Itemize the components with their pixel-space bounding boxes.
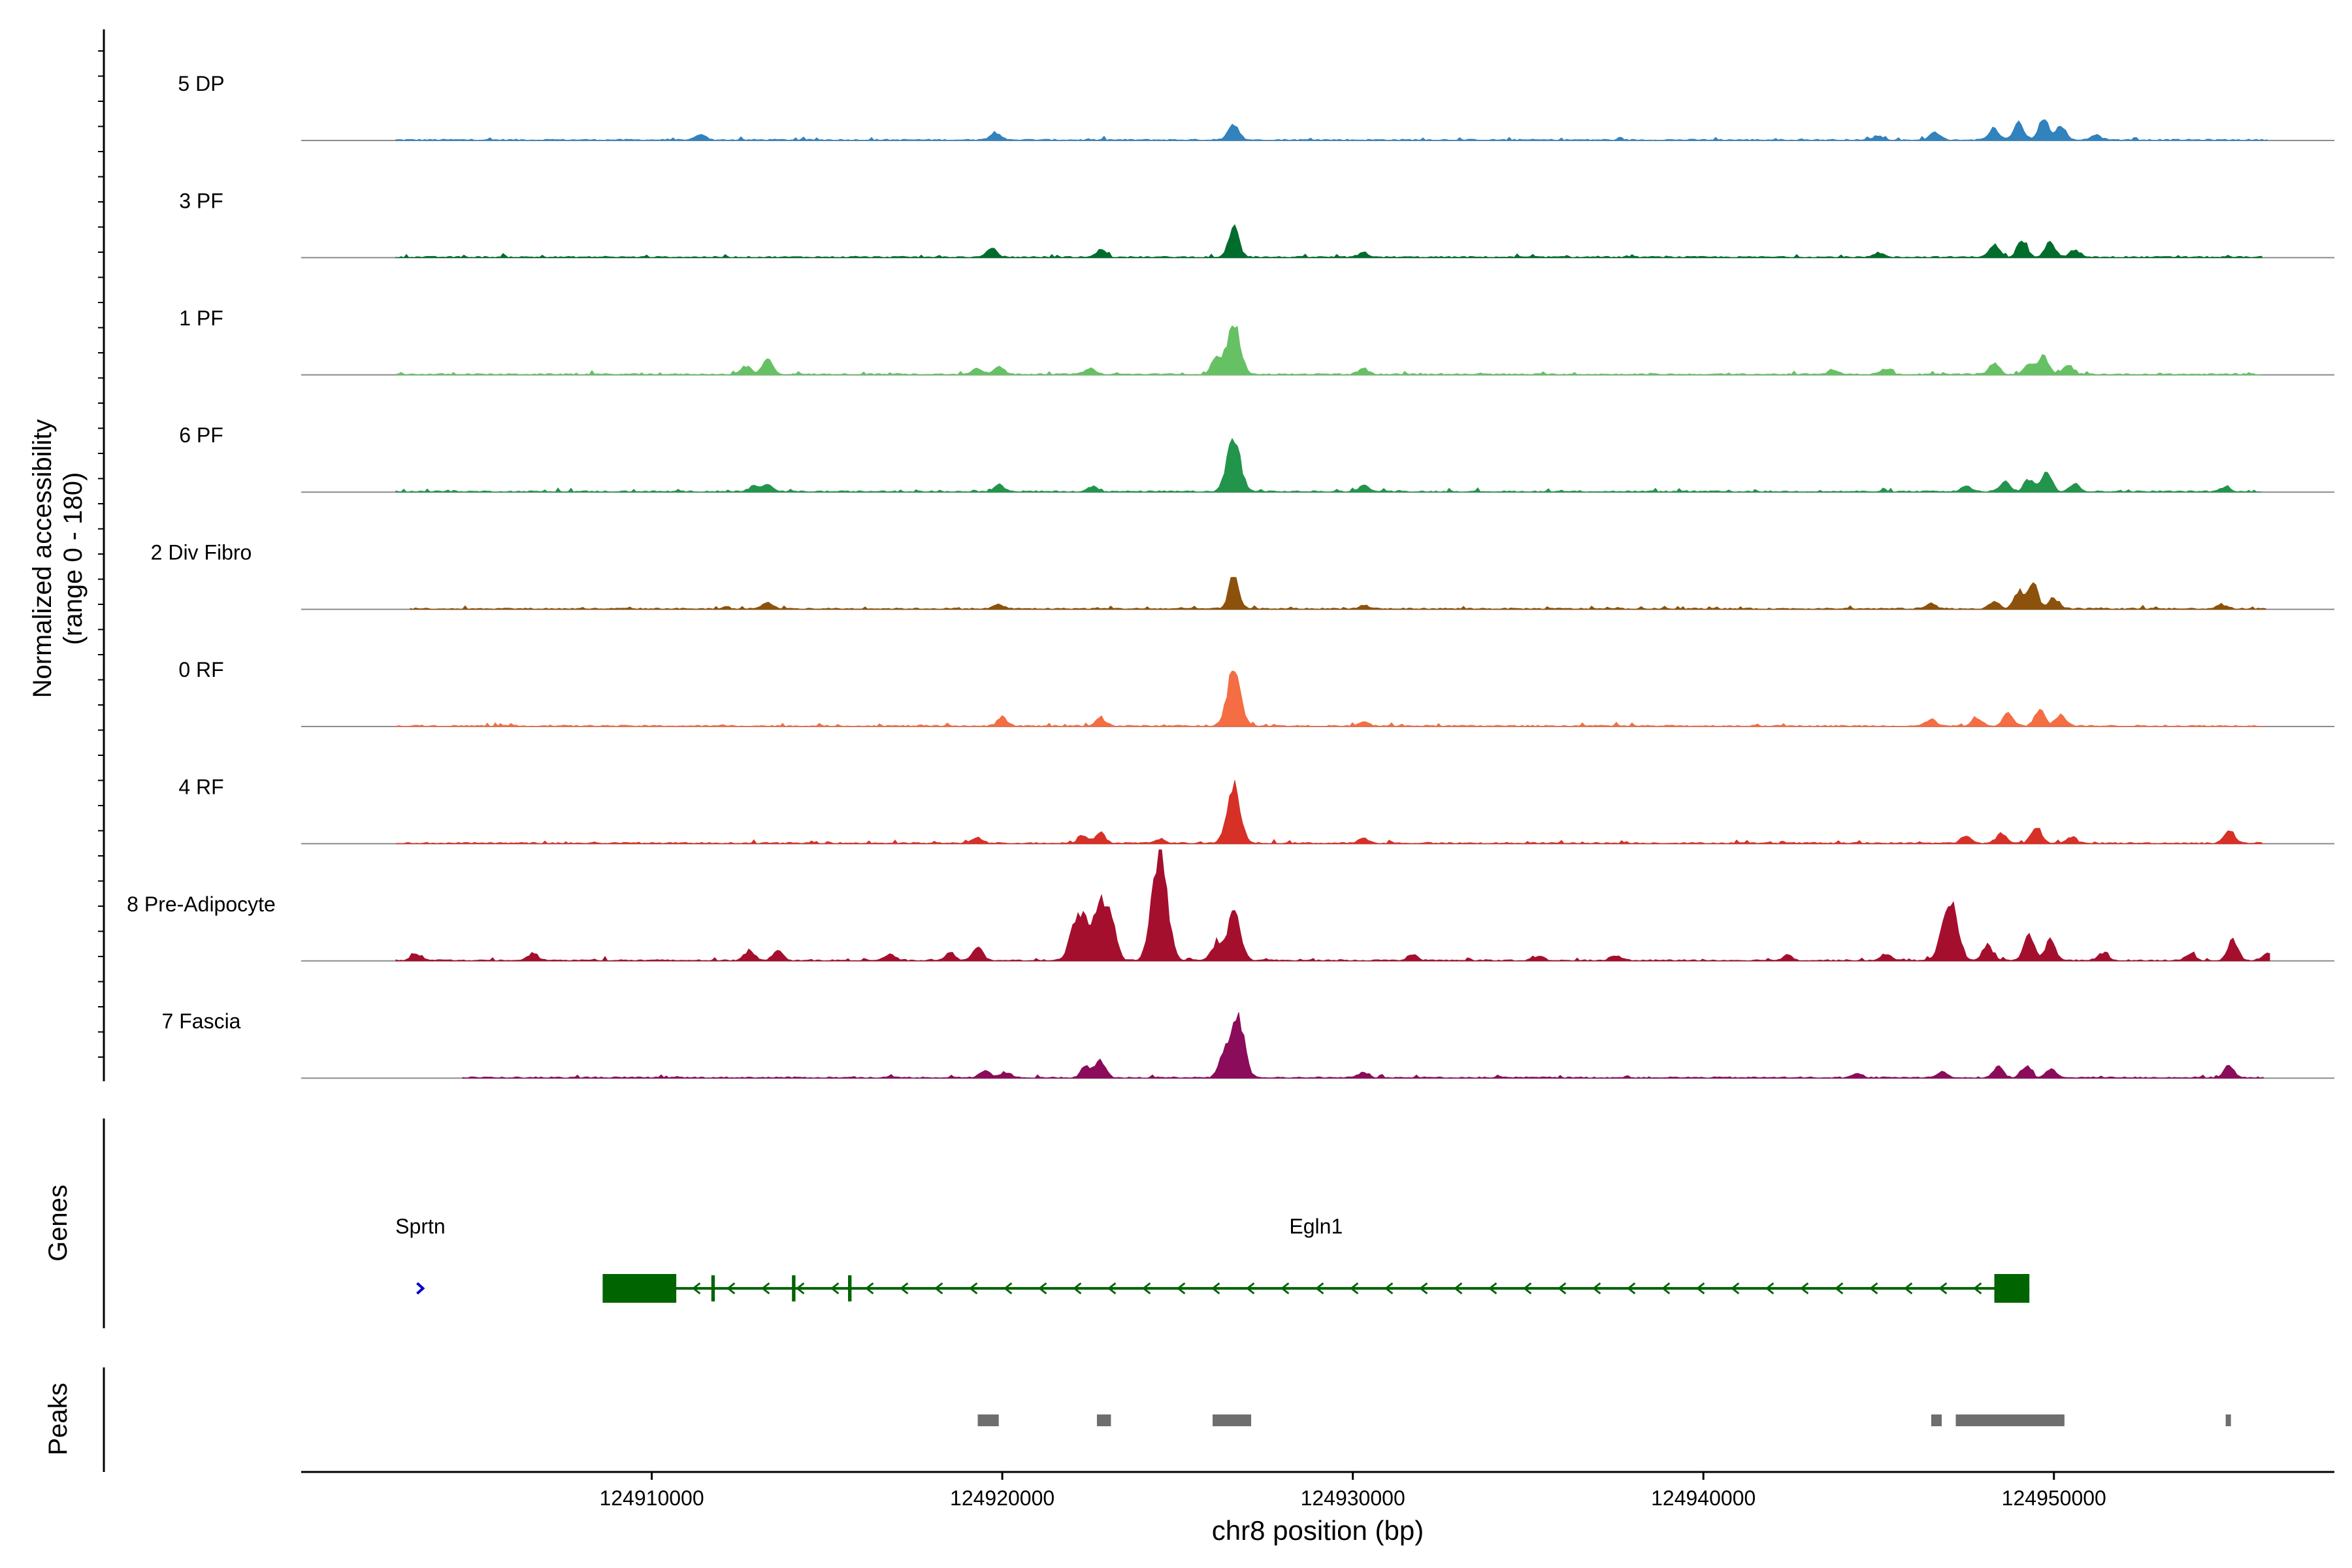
gene-strand-arrow (1107, 1282, 1117, 1295)
coverage-area (395, 438, 2262, 493)
gene-strand-arrow (1592, 1282, 1601, 1295)
x-tick-label: 124940000 (1651, 1486, 1756, 1510)
track-label: 0 RF (178, 658, 223, 681)
gene-strand-arrow (1488, 1282, 1497, 1295)
gene-strand-arrow (1765, 1282, 1774, 1295)
gene-strand-arrow (1246, 1282, 1255, 1295)
gene-strand-arrow (1419, 1282, 1428, 1295)
gene-strand-arrow (1938, 1282, 1948, 1295)
gene-strand-arrow (1211, 1282, 1220, 1295)
gene-strand-arrow (1315, 1282, 1324, 1295)
gene-strand-arrow (1038, 1282, 1047, 1295)
gene-strand-arrow (727, 1282, 736, 1295)
gene-strand-arrow (1904, 1282, 1913, 1295)
gene-strand-arrow (1384, 1282, 1394, 1295)
gene-label: Sprtn (395, 1215, 445, 1238)
gene-exon (602, 1274, 677, 1303)
gene-strand-arrow (1835, 1282, 1844, 1295)
gene-strand-arrow (1350, 1282, 1359, 1295)
track-label: 7 Fascia (162, 1009, 241, 1033)
gene-strand-arrow (692, 1282, 701, 1295)
track-label: 2 Div Fibro (151, 541, 252, 564)
gene-strand-arrow (969, 1282, 978, 1295)
gene-strand-arrow (1523, 1282, 1532, 1295)
x-tick-label: 124950000 (2002, 1486, 2106, 1510)
gene-strand-arrow (1004, 1282, 1013, 1295)
gene-strand-arrow (1731, 1282, 1740, 1295)
coverage-area (395, 780, 2262, 844)
coverage-area (410, 577, 2266, 610)
gene-label: Egln1 (1289, 1215, 1343, 1238)
gene-strand-arrow (761, 1282, 770, 1295)
y-axis-title-line1: Normalized accessibility (28, 419, 57, 698)
peak-region (1213, 1414, 1252, 1426)
peak-region (1931, 1414, 1942, 1426)
coverage-area (395, 670, 2262, 727)
tracks-layer: 5 DP 3 PF 1 PF 6 PF 2 Div Fibro 0 RF 4 RF 8 Pre… (127, 72, 2334, 1426)
gene-strand-arrow (1454, 1282, 1463, 1295)
gene-exon (848, 1275, 852, 1301)
gene-strand-arrow (796, 1282, 805, 1295)
coverage-area (395, 849, 2270, 962)
frame-layer: Normalized accessibility (range 0 - 180)… (28, 29, 2334, 1546)
track-label: 5 DP (178, 72, 224, 95)
gene-strand-arrow (1177, 1282, 1186, 1295)
x-axis-title: chr8 position (bp) (1212, 1515, 1424, 1546)
gene-strand-arrow (1558, 1282, 1567, 1295)
gene-strand-arrow (1696, 1282, 1705, 1295)
gene-strand-arrow (1142, 1282, 1151, 1295)
coverage-area (395, 325, 2262, 376)
coverage-area (462, 1012, 2264, 1079)
peak-region (1955, 1414, 2065, 1426)
track-label: 1 PF (179, 306, 223, 330)
gene-strand-arrow (1281, 1282, 1290, 1295)
track-label: 3 PF (179, 189, 223, 212)
peaks-track-label: Peaks (44, 1382, 73, 1455)
x-tick-label: 124920000 (950, 1486, 1054, 1510)
gene-strand-arrow (1800, 1282, 1809, 1295)
gene-strand-arrow (934, 1282, 943, 1295)
x-tick-label: 124930000 (1301, 1486, 1405, 1510)
coverage-area (395, 119, 2268, 141)
x-tick-label: 124910000 (599, 1486, 704, 1510)
peak-region (2225, 1414, 2231, 1426)
gene-exon (792, 1275, 796, 1301)
gene-strand-arrow (865, 1282, 874, 1295)
gene-strand-arrow (1627, 1282, 1636, 1295)
peak-region (1096, 1414, 1111, 1426)
gene-strand-arrow (900, 1282, 909, 1295)
gene-strand-arrow (1869, 1282, 1878, 1295)
gene-exon (1994, 1274, 2030, 1303)
gene-strand-arrow (830, 1282, 840, 1295)
gene-exon (711, 1275, 715, 1301)
peak-region (977, 1414, 999, 1426)
track-label: 8 Pre-Adipocyte (127, 892, 276, 916)
track-label: 4 RF (178, 775, 223, 798)
track-label: 6 PF (179, 423, 223, 447)
coverage-area (395, 224, 2262, 259)
gene-strand-arrow (1661, 1282, 1671, 1295)
y-axis-title-line2: (range 0 - 180) (59, 472, 88, 645)
gene-strand-arrow (1973, 1282, 1982, 1295)
gene-strand-arrow (416, 1282, 425, 1295)
gene-strand-arrow (1073, 1282, 1082, 1295)
genes-track-label: Genes (44, 1184, 73, 1262)
